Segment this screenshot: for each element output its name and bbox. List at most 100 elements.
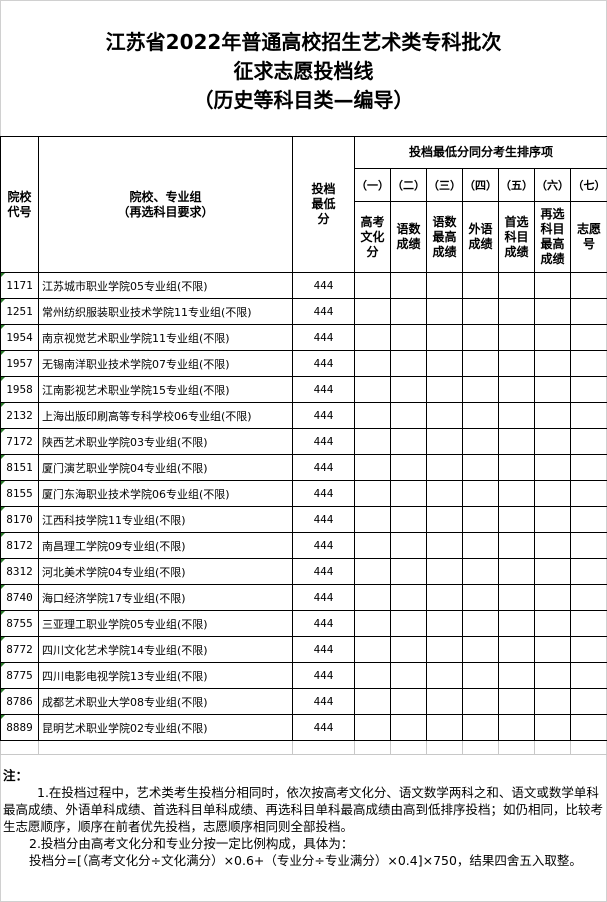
cell-sort-item[interactable] — [569, 558, 607, 585]
cell-name[interactable]: 昆明艺术职业学院02专业组(不限) — [38, 714, 293, 741]
cell-sort-item[interactable] — [390, 350, 427, 377]
cell-name[interactable]: 南京视觉艺术职业学院11专业组(不限) — [38, 324, 293, 351]
cell-sort-item[interactable] — [569, 454, 607, 481]
cell-sort-item[interactable] — [354, 558, 391, 585]
cell-sort-item[interactable] — [498, 272, 535, 299]
cell-score[interactable]: 444 — [292, 272, 355, 299]
cell-sort-item[interactable] — [534, 324, 571, 351]
cell-sort-item[interactable] — [462, 506, 499, 533]
empty-cell[interactable] — [426, 740, 463, 755]
cell-name[interactable]: 海口经济学院17专业组(不限) — [38, 584, 293, 611]
cell-sort-item[interactable] — [354, 610, 391, 637]
cell-sort-item[interactable] — [498, 506, 535, 533]
cell-sort-item[interactable] — [569, 714, 607, 741]
cell-sort-item[interactable] — [462, 636, 499, 663]
empty-cell[interactable] — [534, 740, 571, 755]
cell-sort-item[interactable] — [498, 688, 535, 715]
cell-sort-item[interactable] — [390, 402, 427, 429]
cell-sort-item[interactable] — [426, 532, 463, 559]
cell-score[interactable]: 444 — [292, 714, 355, 741]
cell-sort-item[interactable] — [462, 272, 499, 299]
cell-sort-item[interactable] — [390, 584, 427, 611]
cell-sort-item[interactable] — [426, 298, 463, 325]
cell-sort-item[interactable] — [354, 480, 391, 507]
cell-sort-item[interactable] — [534, 506, 571, 533]
cell-sort-item[interactable] — [426, 454, 463, 481]
cell-sort-item[interactable] — [462, 610, 499, 637]
cell-sort-item[interactable] — [390, 454, 427, 481]
cell-sort-item[interactable] — [390, 376, 427, 403]
cell-sort-item[interactable] — [354, 402, 391, 429]
cell-sort-item[interactable] — [426, 428, 463, 455]
cell-sort-item[interactable] — [534, 714, 571, 741]
cell-sort-item[interactable] — [569, 636, 607, 663]
cell-sort-item[interactable] — [354, 662, 391, 689]
cell-sort-item[interactable] — [390, 558, 427, 585]
cell-sort-item[interactable] — [569, 402, 607, 429]
cell-sort-item[interactable] — [498, 636, 535, 663]
cell-sort-item[interactable] — [569, 480, 607, 507]
cell-sort-item[interactable] — [498, 376, 535, 403]
empty-cell[interactable] — [569, 740, 607, 755]
cell-score[interactable]: 444 — [292, 506, 355, 533]
cell-sort-item[interactable] — [426, 324, 463, 351]
cell-code[interactable]: 8772 — [0, 636, 39, 663]
cell-sort-item[interactable] — [534, 376, 571, 403]
empty-cell[interactable] — [390, 740, 427, 755]
cell-name[interactable]: 无锡南洋职业技术学院07专业组(不限) — [38, 350, 293, 377]
cell-sort-item[interactable] — [569, 610, 607, 637]
cell-sort-item[interactable] — [462, 350, 499, 377]
cell-code[interactable]: 1958 — [0, 376, 39, 403]
cell-sort-item[interactable] — [534, 480, 571, 507]
cell-sort-item[interactable] — [426, 662, 463, 689]
cell-sort-item[interactable] — [426, 688, 463, 715]
cell-sort-item[interactable] — [462, 402, 499, 429]
cell-code[interactable]: 1171 — [0, 272, 39, 299]
cell-name[interactable]: 成都艺术职业大学08专业组(不限) — [38, 688, 293, 715]
cell-sort-item[interactable] — [354, 272, 391, 299]
empty-cell[interactable] — [38, 740, 293, 755]
cell-sort-item[interactable] — [534, 584, 571, 611]
cell-sort-item[interactable] — [390, 428, 427, 455]
cell-sort-item[interactable] — [462, 454, 499, 481]
cell-sort-item[interactable] — [534, 610, 571, 637]
cell-sort-item[interactable] — [462, 714, 499, 741]
cell-sort-item[interactable] — [354, 324, 391, 351]
cell-sort-item[interactable] — [426, 272, 463, 299]
cell-sort-item[interactable] — [426, 350, 463, 377]
cell-sort-item[interactable] — [354, 532, 391, 559]
cell-score[interactable]: 444 — [292, 480, 355, 507]
cell-sort-item[interactable] — [390, 532, 427, 559]
cell-name[interactable]: 河北美术学院04专业组(不限) — [38, 558, 293, 585]
cell-sort-item[interactable] — [498, 298, 535, 325]
cell-sort-item[interactable] — [426, 714, 463, 741]
cell-sort-item[interactable] — [569, 350, 607, 377]
cell-name[interactable]: 三亚理工职业学院05专业组(不限) — [38, 610, 293, 637]
cell-score[interactable]: 444 — [292, 428, 355, 455]
cell-code[interactable]: 1954 — [0, 324, 39, 351]
cell-sort-item[interactable] — [498, 454, 535, 481]
cell-score[interactable]: 444 — [292, 610, 355, 637]
cell-sort-item[interactable] — [426, 506, 463, 533]
cell-sort-item[interactable] — [569, 376, 607, 403]
cell-sort-item[interactable] — [534, 662, 571, 689]
cell-sort-item[interactable] — [462, 558, 499, 585]
cell-sort-item[interactable] — [498, 324, 535, 351]
cell-sort-item[interactable] — [498, 350, 535, 377]
cell-sort-item[interactable] — [534, 558, 571, 585]
cell-sort-item[interactable] — [426, 480, 463, 507]
cell-sort-item[interactable] — [498, 558, 535, 585]
cell-score[interactable]: 444 — [292, 558, 355, 585]
cell-sort-item[interactable] — [390, 610, 427, 637]
cell-sort-item[interactable] — [498, 532, 535, 559]
cell-name[interactable]: 江南影视艺术职业学院15专业组(不限) — [38, 376, 293, 403]
cell-sort-item[interactable] — [354, 584, 391, 611]
empty-cell[interactable] — [462, 740, 499, 755]
cell-sort-item[interactable] — [534, 636, 571, 663]
cell-sort-item[interactable] — [390, 688, 427, 715]
cell-code[interactable]: 8151 — [0, 454, 39, 481]
cell-name[interactable]: 四川文化艺术学院14专业组(不限) — [38, 636, 293, 663]
cell-sort-item[interactable] — [498, 662, 535, 689]
cell-sort-item[interactable] — [426, 376, 463, 403]
empty-cell[interactable] — [292, 740, 355, 755]
